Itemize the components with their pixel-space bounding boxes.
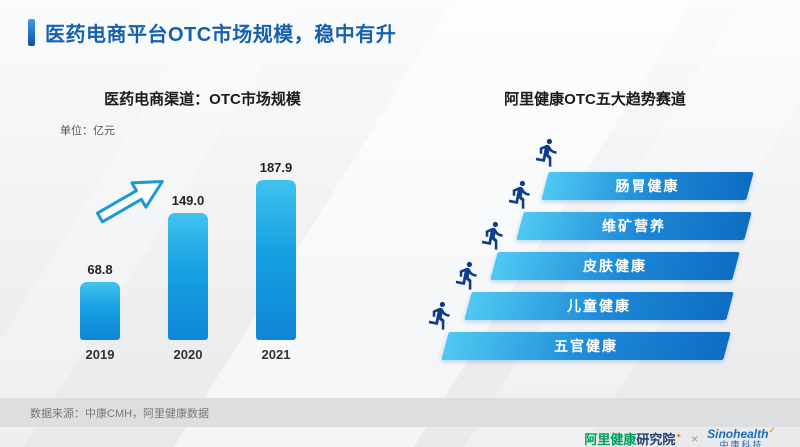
slide-title: 医药电商平台OTC市场规模，稳中有升 — [45, 24, 397, 46]
ali-health-logo-text: 阿里健康 — [584, 432, 637, 447]
ali-institute-logo-text: 研究院 — [636, 432, 676, 447]
bar-group-2019: 68.8 2019 — [62, 262, 138, 362]
bar-group-2020: 149.0 2020 — [150, 193, 226, 362]
check-icon: ✓ — [768, 425, 776, 435]
title-accent-bar — [28, 19, 35, 46]
track-label: 儿童健康 — [567, 298, 631, 314]
track-label: 皮肤健康 — [583, 258, 647, 274]
ali-health-institute-logo: 阿里健康研究院✦ — [584, 429, 682, 447]
track-label: 肠胃健康 — [615, 178, 680, 194]
runner-icon — [425, 300, 456, 331]
bar-2021 — [256, 180, 296, 340]
bar-group-2021: 187.9 2021 — [238, 160, 314, 362]
track-banner-vitamin: 维矿营养 — [516, 212, 752, 240]
bar-chart: 68.8 2019 149.0 2020 187.9 2021 — [62, 150, 314, 362]
bar-category-label: 2021 — [261, 347, 291, 362]
runner-icon — [478, 220, 509, 251]
sinohealth-logo-text: Sinohealth✓ — [707, 425, 776, 441]
runner-icon — [532, 137, 563, 168]
bar-value-label: 187.9 — [259, 160, 293, 175]
track-banner-gastro: 肠胃健康 — [541, 172, 754, 200]
sinohealth-logo: Sinohealth✓ 中康科技 — [707, 425, 776, 447]
chart-title: 医药电商渠道：OTC市场规模 — [104, 91, 301, 108]
logo-separator: × — [691, 431, 699, 446]
track-label: 维矿营养 — [602, 218, 666, 234]
tracks-panel-title: 阿里健康OTC五大趋势赛道 — [504, 91, 686, 108]
bar-2019 — [80, 282, 120, 340]
bar-value-label: 68.8 — [87, 262, 113, 277]
track-banner-skin: 皮肤健康 — [490, 252, 740, 280]
data-source-text: 数据来源：中康CMH，阿里健康数据 — [30, 408, 210, 420]
bar-2020 — [168, 213, 208, 340]
runner-icon — [505, 179, 536, 210]
bar-value-label: 149.0 — [171, 193, 205, 208]
track-label: 五官健康 — [554, 338, 618, 354]
footer-logos: 阿里健康研究院✦ × Sinohealth✓ 中康科技 — [584, 425, 776, 447]
spark-icon: ✦ — [675, 431, 683, 441]
bar-category-label: 2020 — [173, 347, 203, 362]
chart-unit-label: 单位：亿元 — [60, 125, 115, 137]
growth-arrow-icon — [95, 180, 164, 224]
track-banner-facial: 五官健康 — [441, 332, 731, 360]
sinohealth-cn-text: 中康科技 — [719, 440, 764, 447]
bar-category-label: 2019 — [85, 347, 115, 362]
source-strip: 数据来源：中康CMH，阿里健康数据 — [0, 398, 800, 427]
track-banner-children: 儿童健康 — [464, 292, 734, 320]
tracks-panel: 肠胃健康 维矿营养 皮肤健康 儿童健康 五官健康 — [420, 130, 772, 392]
slide-header: 医药电商平台OTC市场规模，稳中有升 — [28, 18, 396, 47]
runner-icon — [452, 260, 483, 291]
